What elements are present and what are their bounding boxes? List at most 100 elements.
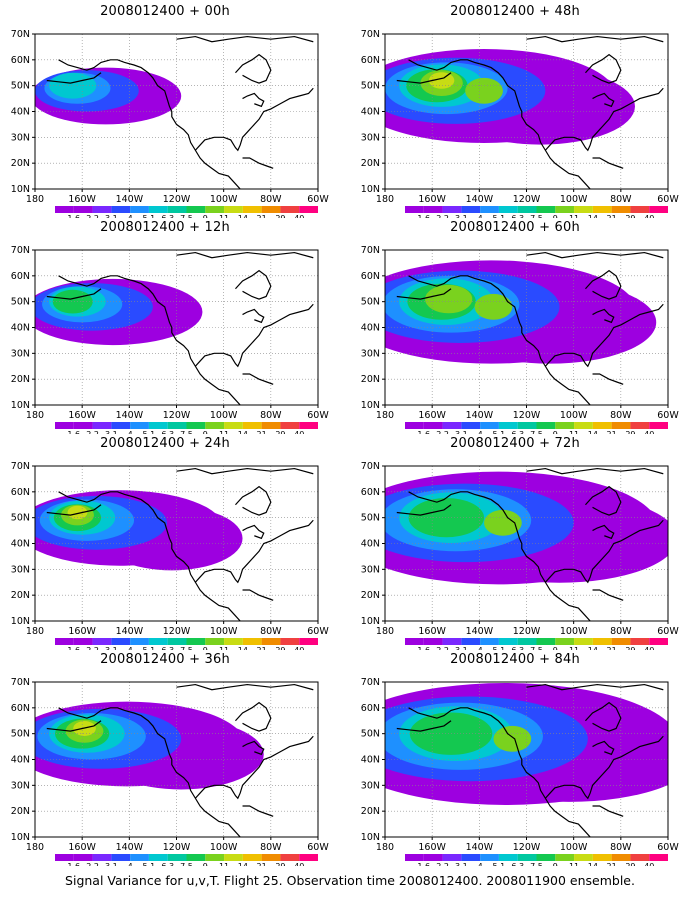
- coastline: [176, 35, 314, 43]
- colorbar-swatch: [280, 422, 300, 429]
- colorbar-swatch: [224, 422, 243, 429]
- coastline: [592, 373, 624, 385]
- panel-title: 2008012400 + 24h: [100, 436, 230, 451]
- colorbar: 1.6 2.2 3.1 4 5.1 6.3 7.5 9 11 14 21 29 40: [55, 854, 318, 866]
- coastline: [242, 92, 265, 108]
- colorbar-swatch: [498, 206, 518, 213]
- colorbar-swatch: [498, 638, 518, 645]
- colorbar-swatch: [405, 854, 424, 861]
- y-tick-label: 60N: [361, 487, 380, 498]
- colorbar-label: 21: [257, 862, 267, 866]
- colorbar-label: 3.1: [105, 214, 118, 218]
- panel-title: 2008012400 + 60h: [450, 220, 580, 235]
- colorbar-label: 6.3: [511, 646, 524, 650]
- x-tick-label: 160W: [68, 842, 96, 853]
- x-tick-label: 120W: [513, 626, 541, 637]
- colorbar-label: 9: [553, 430, 558, 434]
- x-tick-label: 100W: [560, 626, 588, 637]
- colorbar-label: 5.1: [143, 430, 156, 434]
- colorbar-label: 14: [588, 646, 598, 650]
- coastlines: [396, 467, 664, 621]
- colorbar-swatch: [592, 854, 612, 861]
- colorbar-swatch: [205, 206, 225, 213]
- coastline: [235, 701, 272, 732]
- colorbar-label: 11: [219, 214, 229, 218]
- colorbar-swatch: [186, 638, 206, 645]
- colorbar-label: 7.5: [530, 214, 543, 218]
- colorbar-label: 14: [588, 862, 598, 866]
- colorbar-label: 6.3: [511, 430, 524, 434]
- colorbar-label: 2.2: [436, 862, 449, 866]
- colorbar-label: 14: [238, 646, 248, 650]
- colorbar-swatch: [498, 854, 518, 861]
- colorbar-swatch: [224, 206, 243, 213]
- colorbar-label: 7.5: [180, 214, 193, 218]
- y-tick-label: 30N: [11, 348, 30, 359]
- coastline: [592, 589, 624, 601]
- x-tick-label: 60W: [307, 626, 329, 637]
- y-tick-label: 70N: [11, 461, 30, 472]
- coastline: [396, 72, 452, 84]
- colorbar-label: 2.2: [436, 430, 449, 434]
- coastline: [242, 157, 274, 169]
- colorbar-label: 6.3: [161, 430, 174, 434]
- grid-lines: [385, 682, 668, 837]
- colorbar-label: 6.3: [161, 646, 174, 650]
- y-tick-label: 20N: [11, 590, 30, 601]
- map-panel: 2008012400 + 36h 70N 60N 50N 40N 30N 20N 10N 180…: [0, 652, 330, 866]
- x-tick-label: 100W: [210, 194, 238, 205]
- colorbar-label: 3.1: [455, 430, 468, 434]
- colorbar: 1.6 2.2 3.1 4 5.1 6.3 7.5 9 11 14 21 29 40: [55, 638, 318, 650]
- colorbar-label: 1.6: [67, 214, 80, 218]
- coastlines: [46, 683, 314, 837]
- x-tick-label: 100W: [560, 842, 588, 853]
- colorbar-swatch: [649, 638, 668, 645]
- coastline: [526, 251, 664, 259]
- colorbar-label: 4: [478, 430, 483, 434]
- colorbar-swatch: [242, 638, 262, 645]
- coastline: [544, 519, 664, 584]
- colorbar-swatch: [261, 206, 281, 213]
- coastline: [235, 53, 272, 84]
- y-tick-label: 40N: [361, 107, 380, 118]
- colorbar-label: 1.6: [417, 214, 430, 218]
- y-tick-label: 10N: [11, 616, 30, 627]
- coastline: [592, 524, 615, 540]
- coastline: [592, 805, 624, 817]
- coastlines: [46, 467, 314, 621]
- colorbar-label: 5.1: [493, 214, 506, 218]
- colorbar-swatch: [480, 422, 499, 429]
- x-tick-label: 80W: [260, 410, 282, 421]
- colorbar-label: 7.5: [530, 862, 543, 866]
- colorbar-label: 6.3: [511, 862, 524, 866]
- colorbar-swatch: [205, 854, 225, 861]
- y-tick-label: 40N: [361, 539, 380, 550]
- y-tick-label: 60N: [11, 703, 30, 714]
- y-tick-label: 70N: [361, 461, 380, 472]
- variance-field: [385, 34, 668, 189]
- colorbar-swatch: [517, 854, 537, 861]
- colorbar-swatch: [167, 638, 187, 645]
- colorbar-label: 1.6: [67, 430, 80, 434]
- colorbar-label: 7.5: [180, 646, 193, 650]
- coastline: [408, 275, 591, 405]
- colorbar-label: 4: [128, 862, 133, 866]
- colorbar-swatch: [55, 638, 74, 645]
- colorbar-swatch: [111, 638, 131, 645]
- colorbar-swatch: [649, 206, 668, 213]
- colorbar-label: 9: [203, 862, 208, 866]
- x-tick-label: 140W: [116, 626, 144, 637]
- y-tick-label: 10N: [11, 184, 30, 195]
- colorbar: 1.6 2.2 3.1 4 5.1 6.3 7.5 9 11 14 21 29 40: [405, 638, 668, 650]
- x-tick-label: 180: [26, 842, 44, 853]
- x-tick-label: 160W: [68, 194, 96, 205]
- variance-field: [35, 34, 318, 189]
- colorbar-label: 4: [478, 646, 483, 650]
- colorbar-label: 40: [294, 430, 304, 434]
- colorbar-swatch: [111, 854, 131, 861]
